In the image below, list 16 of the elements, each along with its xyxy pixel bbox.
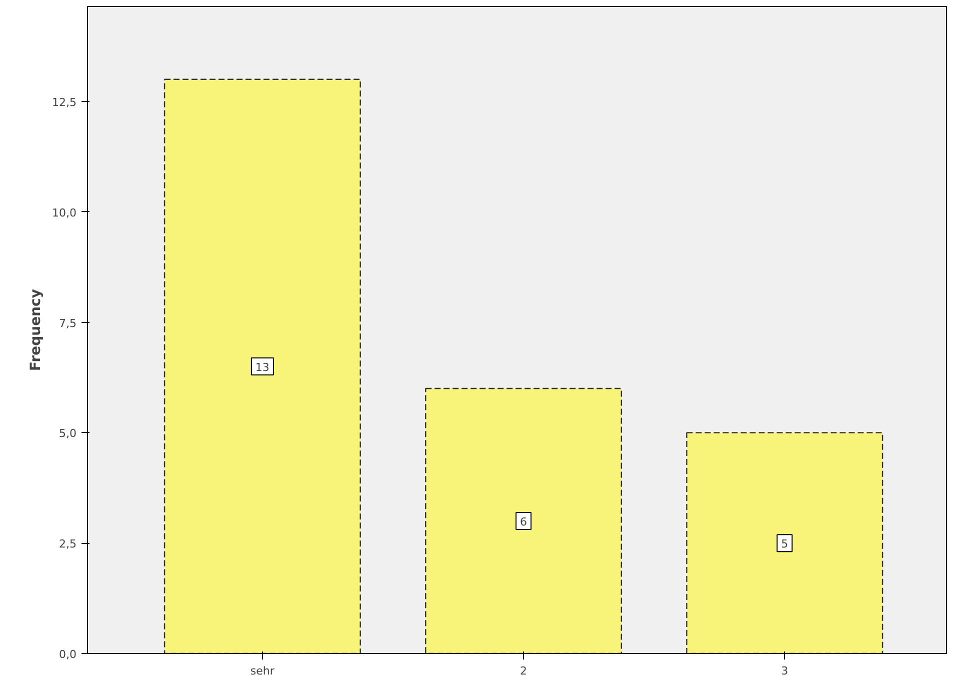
- y-tick-label: 10,0: [52, 206, 77, 220]
- data-label: 5: [781, 538, 788, 551]
- y-tick-label: 12,5: [52, 96, 77, 109]
- y-axis-title: Frequency: [28, 289, 44, 371]
- y-tick-label: 2,5: [59, 538, 77, 551]
- data-label: 6: [520, 516, 528, 529]
- bar: [164, 78, 361, 654]
- y-tick-label: 0,0: [59, 648, 77, 661]
- y-tick-label: 5,0: [59, 427, 77, 440]
- bar: [686, 432, 884, 654]
- x-tick-label: 2: [520, 664, 528, 678]
- bar: [425, 388, 622, 654]
- data-label: 13: [255, 360, 270, 374]
- y-tick-label: 7,5: [59, 316, 77, 330]
- x-tick-label: sehr: [250, 664, 275, 678]
- x-tick-label: 3: [781, 664, 788, 678]
